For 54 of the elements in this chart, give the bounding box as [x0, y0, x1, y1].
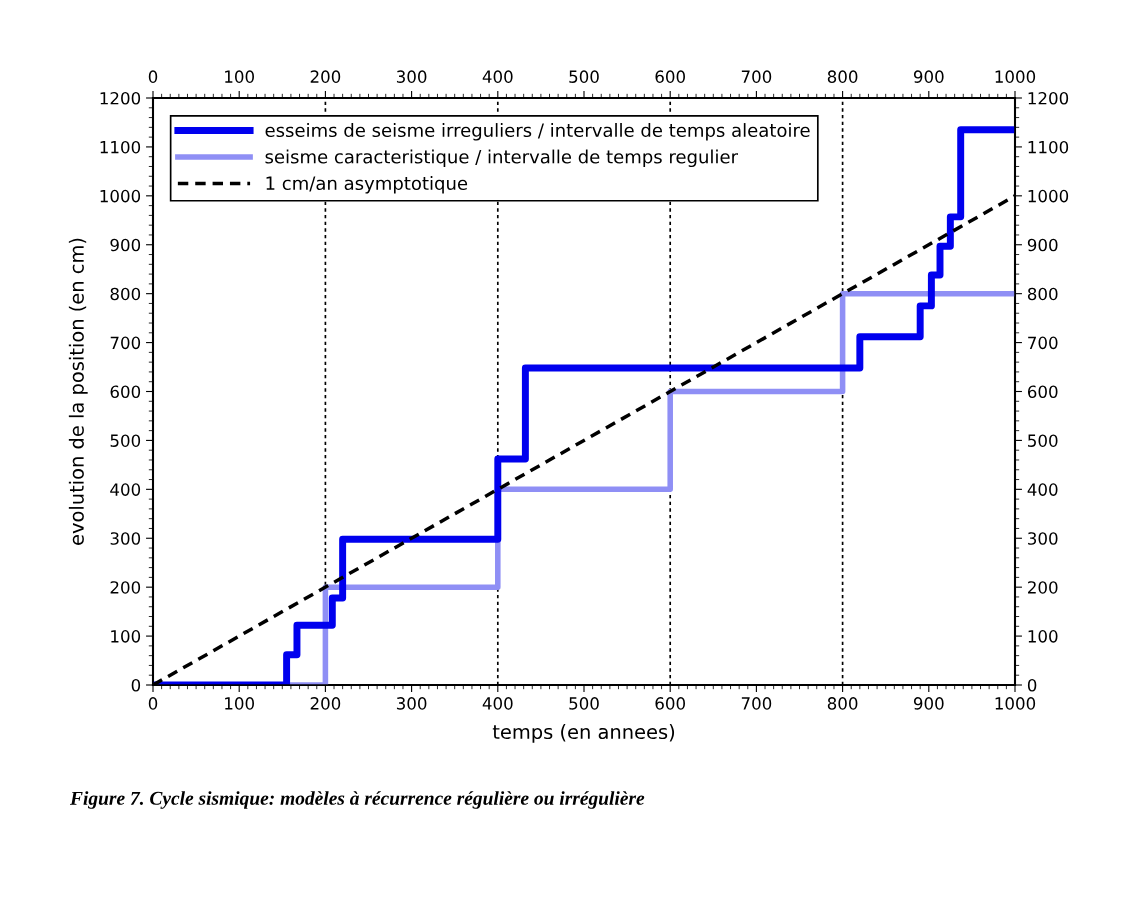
y2-tick-label: 400	[1027, 483, 1058, 496]
y2-tick-label: 900	[1027, 238, 1058, 252]
y2-tick-label: 700	[1028, 336, 1058, 350]
y-tick-label: 900	[110, 238, 141, 252]
x-tick-label: 900	[913, 697, 944, 710]
legend-label: esseims de seisme irreguliers / intervalle de temps aleatoire	[265, 123, 810, 141]
y-tick-label: 300	[110, 532, 141, 545]
x-tick-label: 400	[482, 697, 513, 710]
x2-tick-label: 0	[148, 70, 158, 83]
y-tick-label: 1200	[100, 91, 141, 105]
x2-tick-label: 800	[827, 70, 858, 83]
x2-tick-label: 600	[655, 70, 685, 83]
y-tick-label: 400	[110, 483, 141, 496]
y2-tick-label: 300	[1028, 532, 1058, 545]
x-tick-label: 200	[310, 697, 341, 710]
y2-tick-label: 800	[1027, 287, 1058, 301]
y-tick-label: 800	[110, 287, 141, 301]
legend-label: seisme caracteristique / intervalle de temps regulier	[265, 149, 739, 168]
caption: Figure 7. Cycle sismique: modèles à récurrence régulière ou irrégulière	[69, 791, 645, 809]
x2-tick-label: 900	[913, 70, 944, 83]
x-axis-title: temps (en annees)	[492, 724, 675, 743]
x-tick-label: 600	[655, 697, 685, 710]
y2-tick-label: 500	[1028, 434, 1058, 447]
y-tick-label: 1000	[100, 189, 141, 203]
y-axis-title: evolution de la position (en cm)	[68, 238, 88, 545]
y-tick-label: 700	[110, 336, 141, 350]
y-tick-label: 0	[131, 678, 141, 692]
x-tick-label: 500	[569, 697, 599, 710]
x2-tick-label: 1000	[995, 70, 1036, 83]
x2-tick-label: 400	[482, 70, 513, 83]
x-tick-label: 100	[225, 697, 254, 710]
y2-tick-label: 1000	[1028, 189, 1069, 203]
y-tick-label: 1100	[100, 140, 141, 154]
y2-tick-label: 1100	[1028, 140, 1069, 154]
y2-tick-label: 200	[1028, 581, 1058, 594]
y-tick-label: 500	[110, 434, 141, 447]
x2-tick-label: 200	[310, 70, 341, 83]
y2-tick-label: 1200	[1028, 91, 1069, 105]
y2-tick-label: 0	[1027, 678, 1037, 692]
x-tick-label: 0	[148, 697, 158, 710]
y-tick-label: 200	[110, 581, 141, 594]
y-tick-label: 600	[110, 385, 141, 399]
x-tick-label: 1000	[995, 697, 1036, 710]
x2-tick-label: 100	[225, 70, 254, 83]
x-tick-label: 800	[827, 697, 858, 710]
x-tick-label: 700	[741, 697, 772, 710]
y2-tick-label: 100	[1028, 630, 1058, 643]
legend-label: 1 cm/an asymptotique	[266, 176, 468, 194]
x2-tick-label: 300	[396, 70, 427, 83]
y-tick-label: 100	[111, 630, 141, 643]
x-tick-label: 300	[396, 697, 427, 710]
y2-tick-label: 600	[1027, 385, 1058, 399]
x2-tick-label: 700	[741, 70, 772, 83]
x2-tick-label: 500	[569, 70, 599, 83]
